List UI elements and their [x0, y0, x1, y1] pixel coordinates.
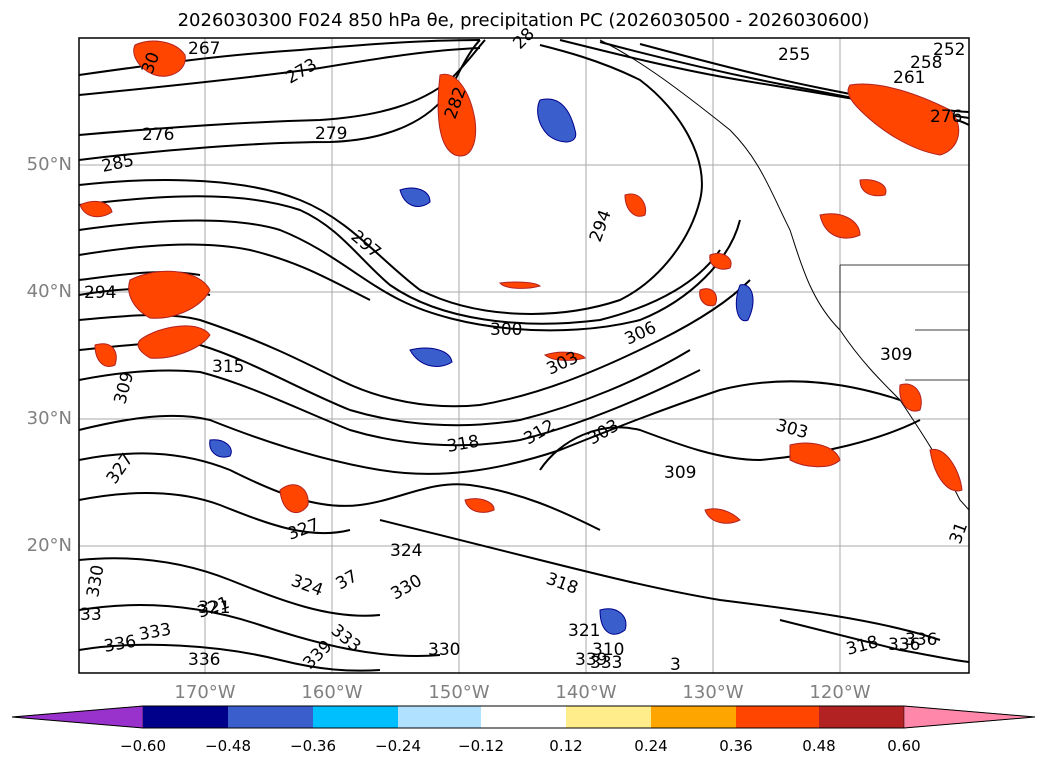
contour-label: 309	[664, 463, 696, 483]
lon-label: 170°W	[174, 682, 236, 703]
contour-label: 33	[80, 605, 102, 625]
contour-label: 309	[880, 345, 912, 365]
colorbar-extend-min	[11, 705, 144, 729]
contour-label: 324	[390, 541, 422, 561]
contour-label: 333	[590, 653, 622, 673]
contour-label: 300	[490, 320, 522, 340]
colorbar-segment	[481, 706, 566, 728]
map-panel: 267 273 276 279 285 282 28 255 252 258 2…	[78, 24, 972, 675]
colorbar-segment	[228, 706, 313, 728]
lon-label: 130°W	[682, 682, 744, 703]
contour-label: 339	[575, 650, 607, 670]
colorbar-segment	[651, 706, 736, 728]
lat-label: 30°N	[26, 408, 72, 429]
contour-label: 276	[930, 107, 962, 127]
lon-label: 160°W	[301, 682, 363, 703]
colorbar-tick-label: 0.12	[549, 737, 583, 755]
contour-label: 321	[198, 598, 230, 618]
lat-label: 40°N	[26, 281, 72, 302]
contour-label: 315	[212, 357, 244, 377]
graticule	[79, 38, 969, 673]
contour-label: 294	[84, 283, 116, 303]
contour-label: 321	[568, 621, 600, 641]
colorbar-tick-label: 0.24	[634, 737, 668, 755]
contour-label: 261	[893, 68, 925, 88]
contour-label: 336	[905, 630, 937, 650]
colorbar-extend-max	[903, 705, 1036, 729]
colorbar-tick-label: −0.60	[120, 737, 166, 755]
contour-label: 336	[888, 635, 920, 655]
lon-label: 140°W	[555, 682, 617, 703]
contour-label: 336	[188, 650, 220, 670]
colorbar	[11, 705, 1036, 729]
map-frame	[78, 37, 970, 674]
colorbar-segment	[313, 706, 398, 728]
colorbar-tick-label: −0.36	[290, 737, 336, 755]
state-borders	[839, 264, 969, 381]
colorbar-tick-label: 0.48	[802, 737, 836, 755]
contour-label: 276	[142, 125, 174, 145]
precip-shading	[79, 40, 963, 635]
colorbar-segment	[398, 706, 481, 728]
colorbar-tick-label: −0.24	[375, 737, 421, 755]
colorbar-segment	[819, 706, 904, 728]
colorbar-tick-label: 0.60	[887, 737, 921, 755]
contour-label: 3	[670, 655, 681, 675]
coastline	[599, 39, 970, 511]
contour-label: 252	[933, 40, 965, 60]
colorbar-tick-label: 0.36	[719, 737, 753, 755]
colorbar-segment	[736, 706, 819, 728]
contour-label: 267	[188, 39, 220, 59]
lat-label: 50°N	[26, 154, 72, 175]
colorbar-segment	[566, 706, 651, 728]
contour-label: 279	[315, 124, 347, 144]
contour-label: 258	[910, 53, 942, 73]
contour-label: 310	[592, 640, 624, 660]
colorbar-tick-label: −0.12	[458, 737, 504, 755]
lon-label: 150°W	[428, 682, 490, 703]
lon-label: 120°W	[809, 682, 871, 703]
colorbar-tick-label: −0.48	[205, 737, 251, 755]
contour-label: 330	[428, 640, 460, 660]
contour-label: 255	[778, 45, 810, 65]
colorbar-segment	[143, 706, 228, 728]
lat-label: 20°N	[26, 535, 72, 556]
map-title: 2026030300 F024 850 hPa θe, precipitatio…	[177, 10, 870, 31]
